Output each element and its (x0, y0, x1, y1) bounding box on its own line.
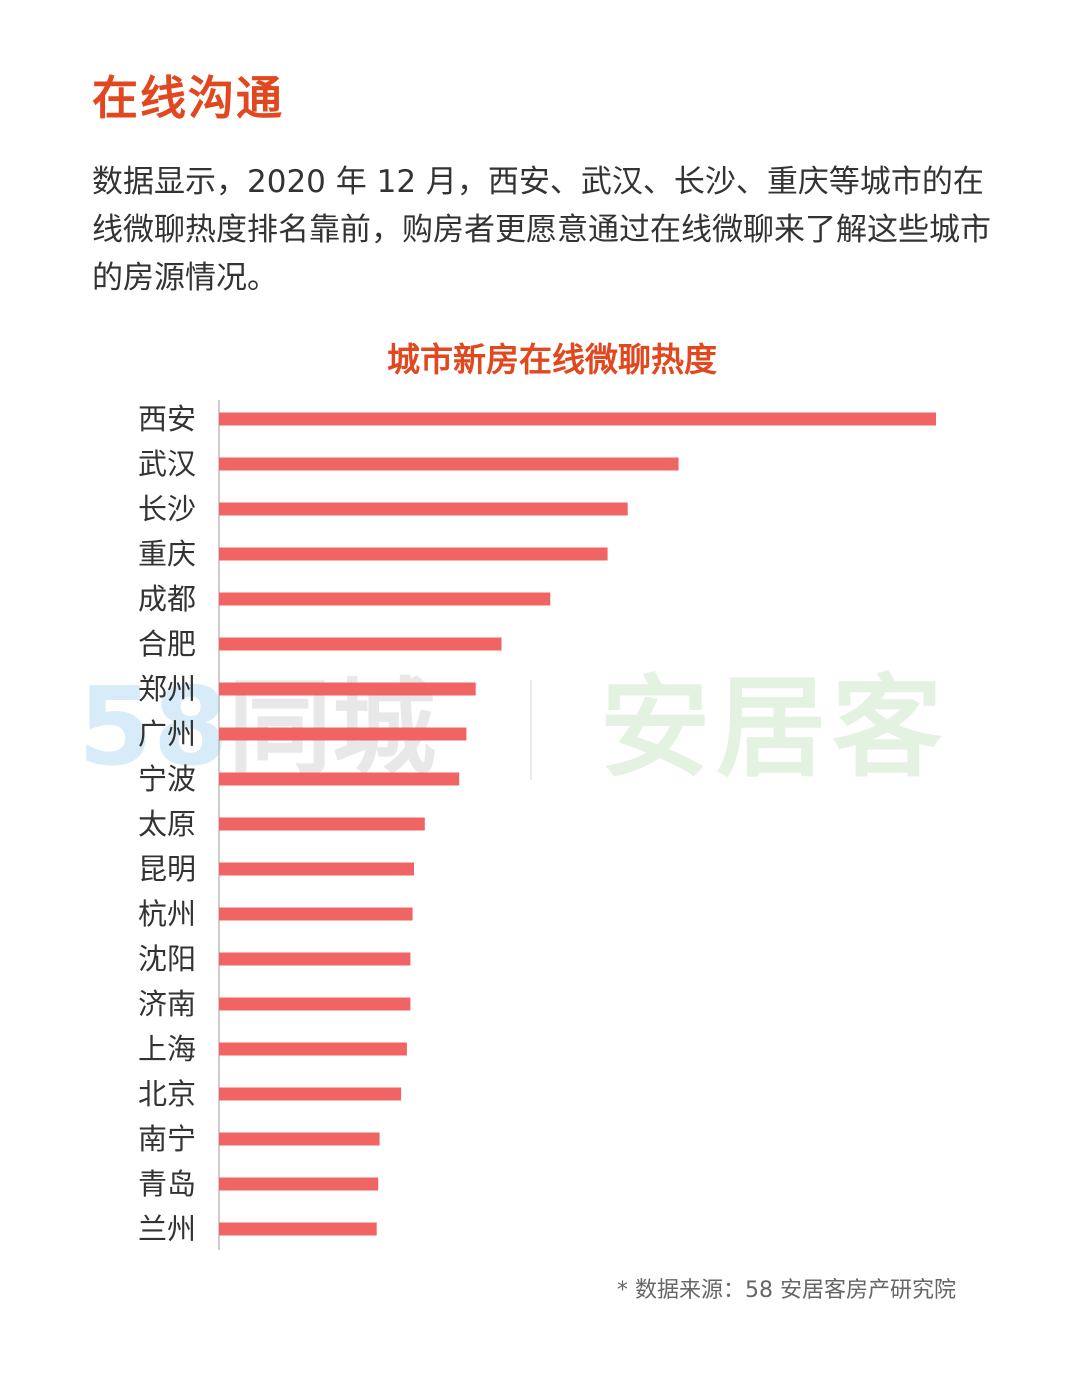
bar-12 (219, 907, 413, 921)
bar-4 (219, 547, 608, 561)
bar-6 (219, 637, 502, 651)
bar-15 (219, 1042, 407, 1056)
bar-1 (219, 412, 936, 426)
category-label: 宁波 (138, 762, 196, 796)
bar-11 (219, 862, 414, 876)
category-label: 成都 (138, 582, 196, 616)
category-label: 广州 (138, 717, 196, 751)
intro-paragraph: 数据显示，2020 年 12 月，西安、武汉、长沙、重庆等城市的在线微聊热度排名… (92, 164, 991, 296)
section-title: 在线沟通 (92, 71, 284, 125)
category-label: 昆明 (138, 852, 196, 886)
category-label: 北京 (138, 1077, 196, 1111)
bar-3 (219, 502, 628, 516)
category-label: 杭州 (138, 897, 196, 931)
bar-19 (219, 1222, 377, 1236)
bar-2 (219, 457, 679, 471)
category-label: 武汉 (138, 447, 196, 481)
category-label: 太原 (138, 807, 196, 841)
bar-8 (219, 727, 467, 741)
category-label: 西安 (138, 402, 196, 436)
bar-7 (219, 682, 476, 696)
bar-14 (219, 997, 411, 1011)
category-label: 上海 (138, 1032, 196, 1066)
category-label: 青岛 (138, 1167, 196, 1201)
bar-5 (219, 592, 551, 606)
bar-16 (219, 1087, 402, 1101)
bar-10 (219, 817, 425, 831)
chart-title: 城市新房在线微聊热度 (387, 340, 717, 379)
category-label: 南宁 (138, 1122, 196, 1156)
category-label: 济南 (138, 987, 196, 1021)
bar-17 (219, 1132, 380, 1146)
category-label: 兰州 (138, 1212, 196, 1246)
category-label: 沈阳 (138, 942, 196, 976)
bar-9 (219, 772, 460, 786)
category-label: 郑州 (138, 672, 196, 706)
category-label: 合肥 (138, 627, 196, 661)
watermark-anjuke-logo: 安居客 (600, 664, 948, 792)
category-label: 长沙 (138, 492, 196, 526)
source-note: * 数据来源：58 安居客房产研究院 (617, 1278, 956, 1303)
watermark-58-logo: 58 (78, 665, 229, 790)
category-label: 重庆 (138, 537, 196, 571)
watermark-divider (530, 680, 532, 780)
bar-13 (219, 952, 411, 966)
bar-18 (219, 1177, 379, 1191)
